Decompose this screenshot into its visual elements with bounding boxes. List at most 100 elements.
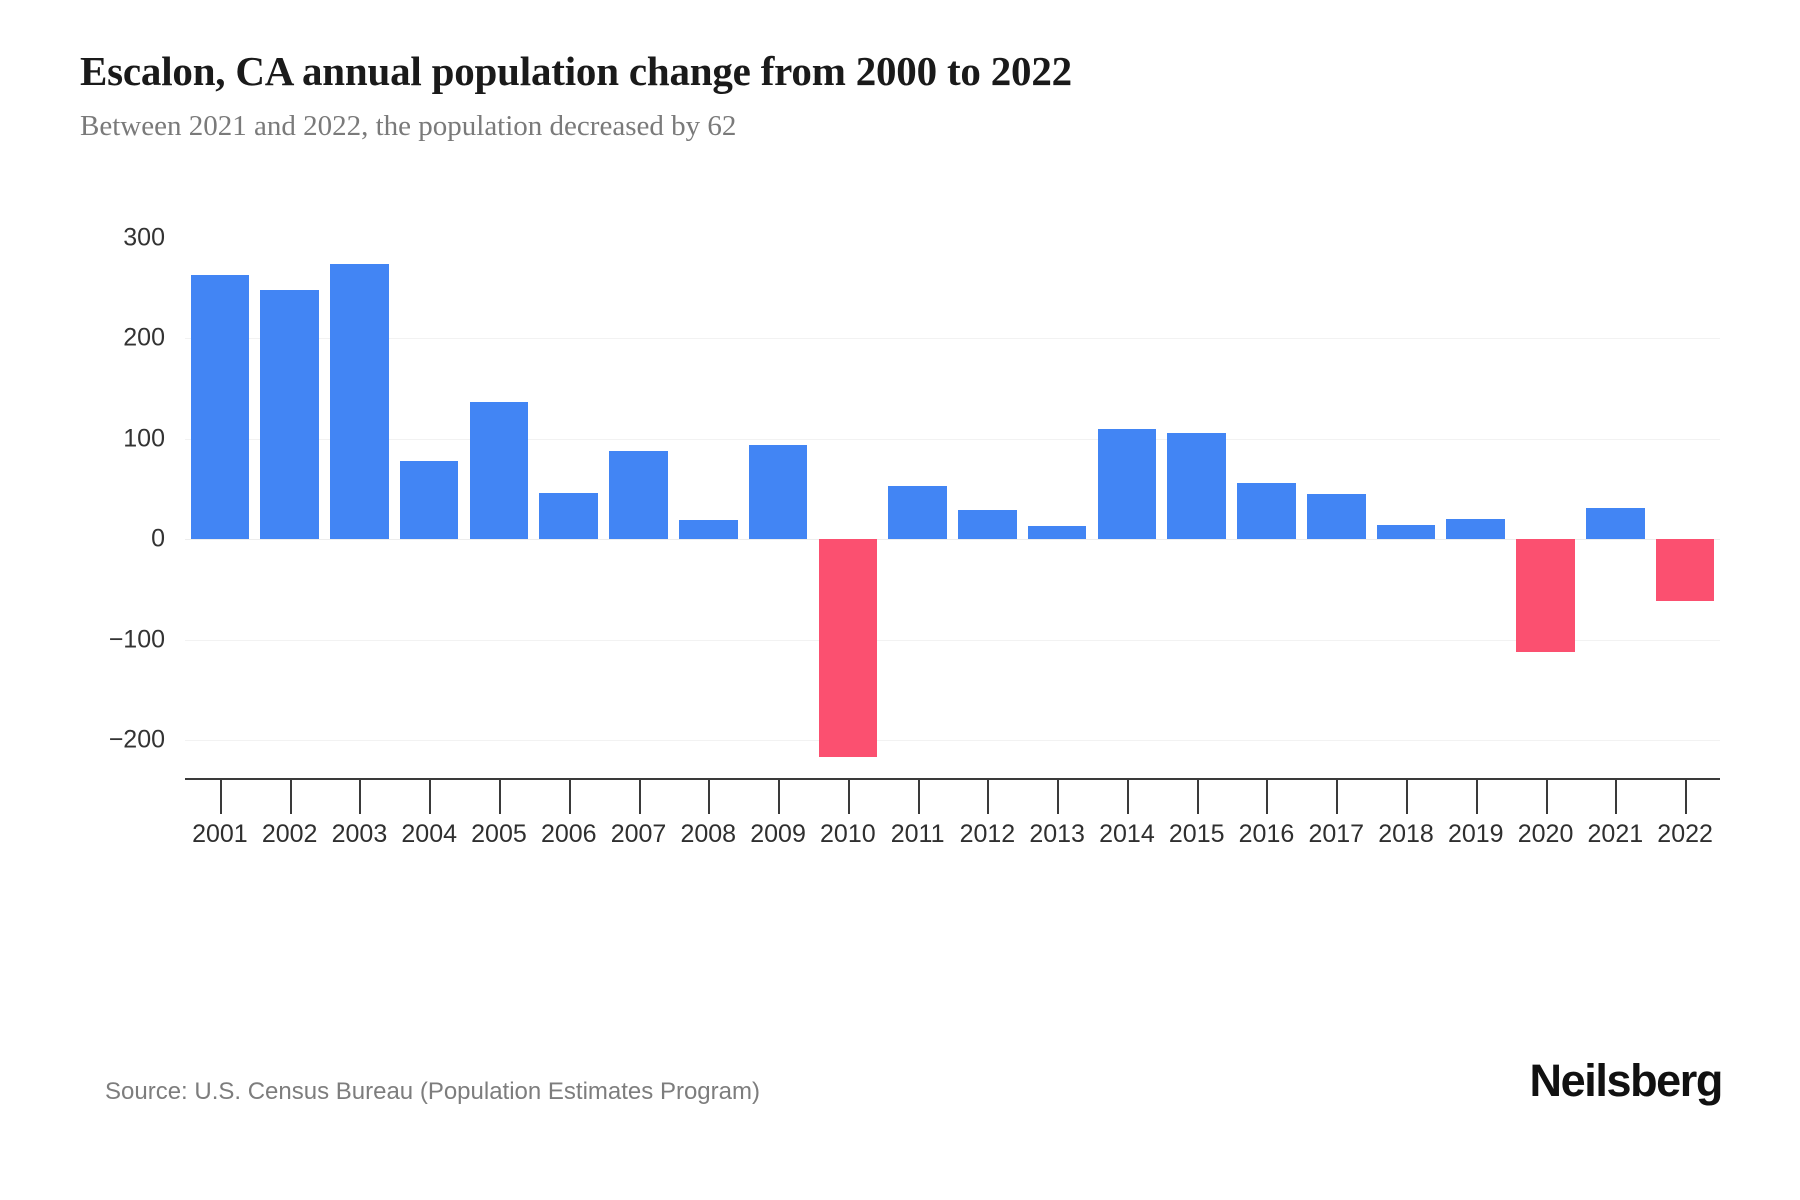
bar-slot — [1511, 238, 1581, 740]
x-axis-tick-label: 2004 — [401, 820, 458, 848]
brand-logo: Neilsberg — [1529, 1055, 1724, 1106]
y-axis-tick-label: −200 — [108, 725, 165, 754]
x-axis-tick — [917, 780, 920, 814]
gridline — [185, 639, 1720, 641]
x-axis-tick — [1475, 780, 1478, 814]
bar-slot — [1371, 238, 1441, 740]
bar-slot — [1232, 238, 1302, 740]
bar-slot — [1441, 238, 1511, 740]
bar-2006[interactable] — [539, 493, 599, 540]
y-axis-tick-label: 300 — [123, 223, 165, 252]
x-axis-tick — [429, 780, 432, 814]
source-note: Source: U.S. Census Bureau (Population E… — [105, 1078, 760, 1105]
bar-slot — [185, 238, 255, 740]
x-axis-tick — [1615, 780, 1618, 814]
bar-2013[interactable] — [1027, 526, 1087, 540]
bar-2018[interactable] — [1376, 525, 1436, 540]
bar-2017[interactable] — [1306, 494, 1366, 540]
x-axis-tick-label: 2008 — [680, 820, 737, 848]
bar-slot — [534, 238, 604, 740]
bar-2014[interactable] — [1097, 428, 1157, 540]
x-axis-tick — [498, 780, 501, 814]
bar-2020[interactable] — [1516, 539, 1575, 652]
x-axis-tick — [219, 780, 222, 814]
bar-2012[interactable] — [958, 510, 1017, 540]
x-axis-tick — [1196, 780, 1199, 814]
x-axis-tick — [1126, 780, 1129, 814]
x-axis-tick-label: 2009 — [750, 820, 806, 848]
gridline — [185, 338, 1720, 340]
x-axis-tick-label: 2015 — [1168, 820, 1225, 848]
x-axis-tick — [568, 780, 571, 814]
x-axis-tick-label: 2007 — [610, 820, 667, 848]
bar-slot — [1650, 238, 1720, 740]
x-axis-tick — [1685, 780, 1688, 814]
x-axis-tick — [289, 780, 292, 814]
x-axis-tick-label: 2002 — [261, 820, 318, 848]
bar-slot — [255, 238, 325, 740]
bar-slot — [604, 238, 674, 740]
x-axis-tick-label: 2014 — [1099, 820, 1155, 848]
x-axis-tick — [987, 780, 990, 814]
page-title: Escalon, CA annual population change fro… — [80, 48, 1072, 94]
bar-slot — [1301, 238, 1371, 740]
bar-slot — [1580, 238, 1650, 740]
x-axis-tick — [1545, 780, 1548, 814]
y-axis-tick-label: 200 — [123, 323, 165, 352]
x-axis-tick — [1266, 780, 1269, 814]
x-axis-ticks — [185, 780, 1720, 814]
x-axis-labels: 2001 2002 2003 2004 2005 2006 2007 2008 2009 2010… — [185, 820, 1720, 860]
x-axis-tick-label: 2006 — [540, 820, 597, 848]
x-axis-tick-label: 2001 — [192, 820, 248, 848]
bar-slot — [325, 238, 395, 740]
x-axis-tick-label: 2021 — [1587, 820, 1644, 848]
x-axis-tick — [847, 780, 850, 814]
bar-2005[interactable] — [469, 401, 529, 540]
x-axis-tick — [638, 780, 641, 814]
y-axis-tick-label: 100 — [123, 424, 165, 453]
bar-slot — [1022, 238, 1092, 740]
x-axis-tick-label: 2010 — [820, 820, 876, 848]
x-axis-tick — [778, 780, 781, 814]
x-axis-tick-label: 2020 — [1517, 820, 1574, 848]
x-axis-tick-label: 2013 — [1029, 820, 1085, 848]
bar-2016[interactable] — [1237, 482, 1296, 540]
bar-slot — [464, 238, 534, 740]
y-axis-tick-label: −100 — [108, 625, 165, 654]
x-axis-tick-label: 2011 — [890, 820, 945, 848]
x-axis-tick-label: 2018 — [1378, 820, 1434, 848]
x-axis-tick — [1336, 780, 1339, 814]
bar-slot — [883, 238, 953, 740]
bar-2019[interactable] — [1446, 519, 1506, 540]
bar-slot — [743, 238, 813, 740]
bar-series — [185, 238, 1720, 758]
x-axis-tick — [359, 780, 362, 814]
bar-2022[interactable] — [1655, 539, 1715, 602]
bar-2010[interactable] — [818, 539, 878, 758]
bar-slot — [1162, 238, 1232, 740]
bar-2003[interactable] — [330, 264, 389, 540]
x-axis-tick-label: 2016 — [1238, 820, 1295, 848]
x-axis-tick-label: 2019 — [1447, 820, 1504, 848]
x-axis-tick-label: 2017 — [1308, 820, 1365, 848]
zero-line — [185, 539, 1720, 541]
bar-2011[interactable] — [888, 485, 947, 540]
bar-slot — [673, 238, 743, 740]
bar-slot — [813, 238, 883, 758]
bar-2021[interactable] — [1586, 508, 1645, 540]
y-axis-tick-label: 0 — [151, 524, 165, 553]
bar-2008[interactable] — [678, 520, 738, 540]
bar-2001[interactable] — [190, 275, 250, 540]
bar-slot — [1092, 238, 1162, 740]
bar-slot — [953, 238, 1023, 740]
bar-2007[interactable] — [609, 450, 668, 540]
gridline — [185, 740, 1720, 741]
bar-2009[interactable] — [748, 444, 808, 540]
plot-area — [185, 238, 1720, 741]
bar-2002[interactable] — [260, 290, 319, 540]
y-axis-labels: 300 200 100 0 −100 −200 — [0, 224, 165, 754]
bar-2004[interactable] — [399, 460, 459, 540]
chart-subtitle: Between 2021 and 2022, the population de… — [80, 110, 737, 143]
bar-2015[interactable] — [1167, 432, 1226, 540]
